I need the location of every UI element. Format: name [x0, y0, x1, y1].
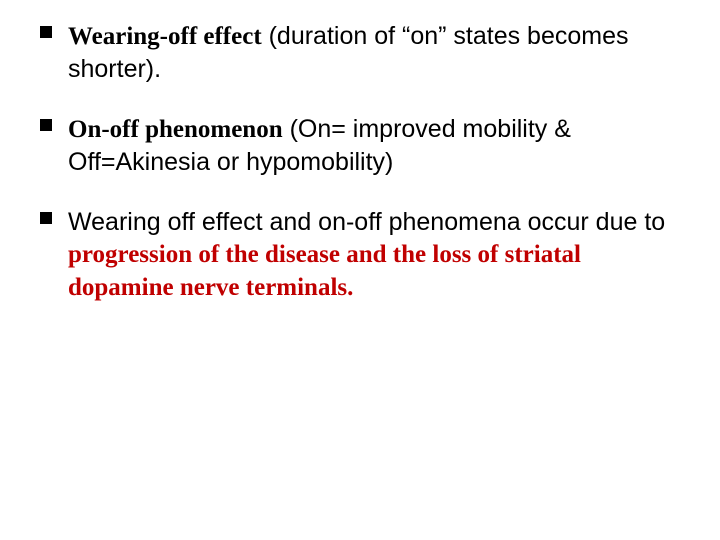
bullet-list: Wearing-off effect (duration of “on” sta… — [40, 20, 680, 304]
bullet-emphasis-red: progression of the disease and the loss … — [68, 241, 581, 301]
square-bullet-icon — [40, 26, 52, 38]
slide: Wearing-off effect (duration of “on” sta… — [0, 0, 720, 540]
bullet-emphasis: On-off phenomenon — [68, 116, 283, 143]
bullet-text: Wearing off effect and on-off phenomena … — [68, 208, 665, 236]
square-bullet-icon — [40, 212, 52, 224]
list-item: Wearing off effect and on-off phenomena … — [40, 206, 680, 304]
square-bullet-icon — [40, 119, 52, 131]
bullet-emphasis: Wearing-off effect — [68, 23, 262, 50]
list-item: Wearing-off effect (duration of “on” sta… — [40, 20, 680, 85]
list-item: On-off phenomenon (On= improved mobility… — [40, 113, 680, 178]
